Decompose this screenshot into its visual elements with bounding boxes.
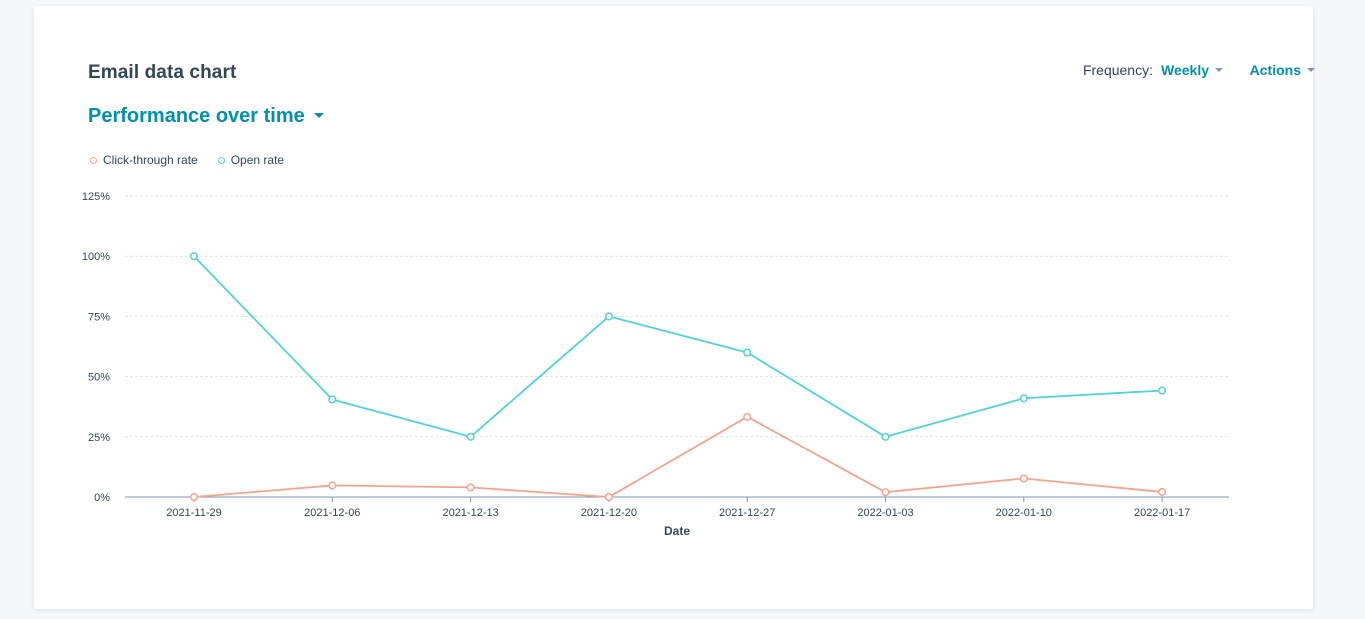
data-point-open-rate[interactable] xyxy=(1019,394,1028,403)
y-tick-label: 100% xyxy=(82,251,110,263)
legend-item-open-rate[interactable]: Open rate xyxy=(217,153,285,167)
chart-legend: Click-through rate Open rate xyxy=(90,153,304,167)
actions-label: Actions xyxy=(1249,62,1301,78)
actions-dropdown[interactable]: Actions xyxy=(1250,62,1315,78)
data-point-open-rate[interactable] xyxy=(881,432,890,441)
data-point-click-through[interactable] xyxy=(881,488,890,497)
chevron-down-icon xyxy=(313,112,324,118)
data-point-open-rate[interactable] xyxy=(604,312,613,321)
y-tick-label: 25% xyxy=(88,432,110,444)
legend-marker-click-through xyxy=(90,156,97,164)
x-tick-label: 2021-12-20 xyxy=(581,507,637,519)
data-point-click-through[interactable] xyxy=(1158,487,1167,496)
frequency-control: Frequency: Weekly xyxy=(1083,62,1223,78)
x-tick-label: 2021-12-27 xyxy=(719,507,775,519)
data-point-click-through[interactable] xyxy=(328,481,337,490)
data-point-click-through[interactable] xyxy=(743,412,752,421)
x-tick-label: 2021-12-13 xyxy=(442,507,498,519)
frequency-dropdown[interactable]: Weekly xyxy=(1161,62,1223,78)
email-chart-card xyxy=(34,6,1313,609)
data-point-open-rate[interactable] xyxy=(189,252,199,261)
legend-label-open-rate: Open rate xyxy=(230,153,285,167)
x-tick-label: 2021-11-29 xyxy=(166,507,221,519)
frequency-label: Frequency: xyxy=(1082,62,1153,78)
x-tick-label: 2021-12-06 xyxy=(304,507,360,519)
data-point-click-through[interactable] xyxy=(1019,474,1028,483)
x-axis-title: Date xyxy=(664,524,690,538)
chevron-down-icon xyxy=(1215,68,1223,72)
data-point-open-rate[interactable] xyxy=(1158,386,1167,395)
x-tick-label: 2022-01-03 xyxy=(857,507,913,519)
legend-marker-open-rate xyxy=(217,156,225,164)
data-point-open-rate[interactable] xyxy=(743,348,752,357)
y-tick-label: 75% xyxy=(88,311,110,323)
x-tick-label: 2022-01-10 xyxy=(996,507,1052,519)
y-tick-label: 50% xyxy=(88,372,110,384)
data-point-open-rate[interactable] xyxy=(466,432,475,441)
x-tick-label: 2022-01-17 xyxy=(1134,507,1190,519)
y-tick-label: 125% xyxy=(82,191,110,203)
series-line-click-through xyxy=(193,415,1163,498)
report-type-label: Performance over time xyxy=(88,105,305,127)
frequency-value: Weekly xyxy=(1161,62,1209,78)
data-point-click-through[interactable] xyxy=(189,492,199,502)
data-point-open-rate[interactable] xyxy=(328,395,337,404)
y-tick-label: 0% xyxy=(94,492,110,504)
legend-item-click-through[interactable]: Click-through rate xyxy=(90,153,198,167)
chart-card-title: Email data chart xyxy=(88,62,237,83)
data-point-click-through[interactable] xyxy=(604,492,613,502)
legend-label-click-through: Click-through rate xyxy=(103,153,198,167)
series-line-open-rate xyxy=(193,255,1163,438)
data-point-click-through[interactable] xyxy=(466,483,475,492)
chevron-down-icon xyxy=(1307,68,1315,72)
report-type-dropdown[interactable]: Performance over time xyxy=(88,105,324,128)
